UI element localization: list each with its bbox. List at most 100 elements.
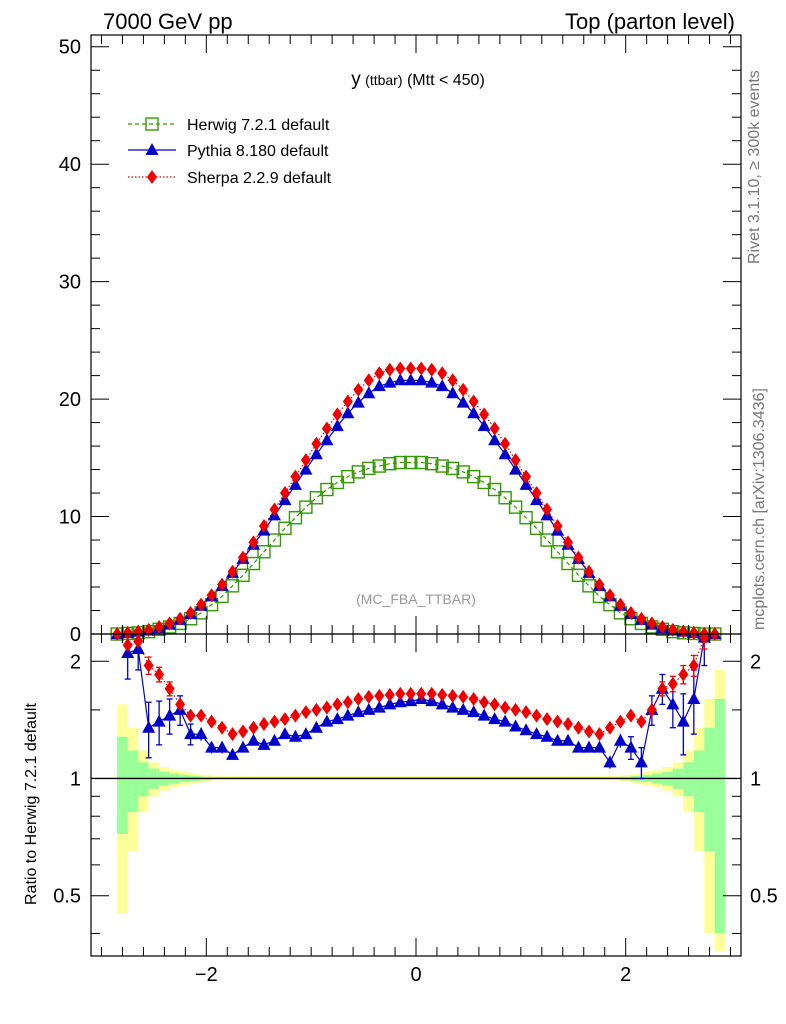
sherpa-marker xyxy=(500,436,511,451)
sherpa-marker xyxy=(122,625,133,640)
ratio-marker-pythia xyxy=(226,747,240,760)
pythia-marker xyxy=(446,386,460,399)
ratio-marker-sherpa xyxy=(300,705,311,720)
ratio-marker-pythia xyxy=(540,729,554,742)
ratio-marker-pythia xyxy=(498,714,512,727)
ratio-marker-pythia xyxy=(446,700,460,713)
ratio-marker-sherpa xyxy=(374,688,385,703)
pythia-marker xyxy=(351,395,365,408)
sherpa-marker xyxy=(510,453,521,468)
ratio-marker-sherpa xyxy=(279,712,290,727)
ratio-marker-sherpa xyxy=(405,686,416,701)
ratio-marker-sherpa xyxy=(332,697,343,712)
ratio-ytick-label: 0.5 xyxy=(53,886,81,908)
ratio-marks xyxy=(91,630,741,952)
herwig-marker xyxy=(393,455,407,470)
ratio-marker-pythia xyxy=(267,733,281,746)
ratio-marker-sherpa xyxy=(437,687,448,702)
main-panel: 0 10 20 30 40 50 y (ttbar) (Mtt < 450) (MC_FB… xyxy=(59,34,742,646)
ratio-marker-pythia xyxy=(383,697,397,710)
ratio-marker-pythia xyxy=(624,740,638,753)
main-ytick-label: 10 xyxy=(59,507,81,529)
ratio-marker-pythia xyxy=(551,733,565,746)
ratio-marker-pythia xyxy=(320,714,334,727)
ratio-marker-sherpa xyxy=(510,702,521,717)
ratio-marker-sherpa xyxy=(542,712,553,727)
sherpa-marker xyxy=(384,362,395,377)
ratio-marker-pythia xyxy=(215,740,229,753)
ratio-marker-pythia xyxy=(666,697,680,710)
herwig-marker xyxy=(225,579,240,593)
sherpa-marker xyxy=(542,502,553,517)
ratio-frame xyxy=(90,633,742,957)
pythia-marker xyxy=(383,375,397,388)
legend: Herwig 7.2.1 default Pythia 8.180 defaul… xyxy=(128,117,332,187)
ratio-marker-pythia xyxy=(299,727,313,740)
ratio-xtick-label: −2 xyxy=(195,964,218,986)
ratio-marker-sherpa xyxy=(678,667,689,682)
herwig-marker xyxy=(320,482,334,497)
ratio-marker-pythia xyxy=(341,708,355,721)
ratio-marker-sherpa xyxy=(258,717,269,732)
herwig-marker xyxy=(435,459,449,473)
herwig-marker xyxy=(362,461,376,476)
ratio-marker-pythia xyxy=(435,697,449,710)
herwig-marker xyxy=(309,491,324,505)
mcplots-label: mcplots.cern.ch [arXiv:1306.3436] xyxy=(751,388,768,630)
sherpa-marker xyxy=(300,453,311,468)
ratio-marker-sherpa xyxy=(248,720,259,735)
ratio-ytick-label-right: 0.5 xyxy=(750,886,778,908)
sherpa-marker xyxy=(248,535,259,550)
sherpa-marker xyxy=(353,382,364,397)
herwig-marker xyxy=(498,491,512,505)
ratio-marker-sherpa xyxy=(604,720,615,735)
sherpa-marker xyxy=(625,605,636,620)
uncertainty-band-inner xyxy=(693,750,705,813)
herwig-marker xyxy=(288,511,303,525)
herwig-marker xyxy=(278,521,292,535)
main-axes: 0 10 20 30 40 50 xyxy=(59,35,741,646)
ratio-marker-pythia xyxy=(142,720,156,733)
ratio-marker-pythia xyxy=(278,727,292,740)
ratio-marker-sherpa xyxy=(238,724,249,739)
pythia-marker xyxy=(509,462,523,475)
ratio-marker-pythia xyxy=(530,727,544,740)
ratio-marker-pythia xyxy=(152,714,166,727)
ratio-marker-pythia xyxy=(247,733,260,746)
herwig-marker xyxy=(372,459,387,473)
sherpa-marker xyxy=(269,502,280,517)
sherpa-marker xyxy=(447,373,458,388)
uncertainty-band-inner xyxy=(714,699,726,934)
herwig-marker xyxy=(425,456,439,471)
ratio-marker-sherpa xyxy=(363,689,374,704)
ratio-marker-pythia xyxy=(509,719,523,732)
ratio-marker-sherpa xyxy=(217,720,228,735)
ratio-marker-pythia xyxy=(477,708,491,721)
ratio-marker-sherpa xyxy=(269,714,280,729)
herwig-marker xyxy=(299,500,313,514)
pythia-marker xyxy=(498,447,512,460)
sherpa-marker xyxy=(290,469,301,484)
ratio-marker-pythia xyxy=(288,729,302,742)
legend-entry-pythia: Pythia 8.180 default xyxy=(128,143,329,160)
sherpa-marker xyxy=(363,373,374,388)
ratio-marker-pythia xyxy=(603,755,617,768)
ratio-marker-sherpa xyxy=(657,681,668,696)
main-title: y (ttbar) (Mtt < 450) xyxy=(351,69,485,90)
sherpa-marker xyxy=(583,564,594,579)
ratio-marker-sherpa xyxy=(646,702,657,717)
sherpa-marker xyxy=(479,407,490,422)
ratio-marker-sherpa xyxy=(175,697,186,712)
ratio-marker-pythia xyxy=(372,700,386,713)
pythia-marker xyxy=(477,419,491,432)
sherpa-marker xyxy=(458,382,469,397)
herwig-marker xyxy=(550,545,565,559)
legend-label-herwig: Herwig 7.2.1 default xyxy=(187,117,330,134)
main-ytick-label: 0 xyxy=(70,624,81,646)
uncertainty-band-inner xyxy=(117,736,128,835)
sherpa-marker xyxy=(175,611,186,626)
herwig-marker xyxy=(404,455,418,470)
pythia-marker xyxy=(519,477,533,490)
herwig-marker xyxy=(519,511,533,525)
ratio-ytick-label: 1 xyxy=(70,768,81,790)
